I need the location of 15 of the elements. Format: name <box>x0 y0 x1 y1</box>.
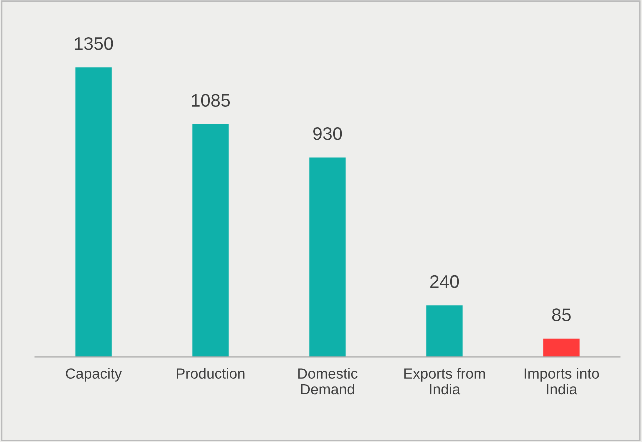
x-tick-label: Domestic Demand <box>298 368 358 395</box>
x-tick-label: Imports into India <box>524 368 600 395</box>
x-tick-label: Exports from India <box>404 368 486 395</box>
x-tick-label: Production <box>177 368 245 379</box>
bar <box>310 158 346 358</box>
bar <box>426 306 463 358</box>
data-label: 930 <box>314 127 342 140</box>
data-label: 85 <box>552 308 571 322</box>
x-tick-label: Capacity <box>66 368 122 382</box>
data-label: 1350 <box>75 37 114 50</box>
data-label: 240 <box>430 275 460 288</box>
data-label: 1085 <box>192 94 230 108</box>
bar <box>544 338 580 358</box>
bar <box>192 124 229 358</box>
bar <box>76 68 112 358</box>
